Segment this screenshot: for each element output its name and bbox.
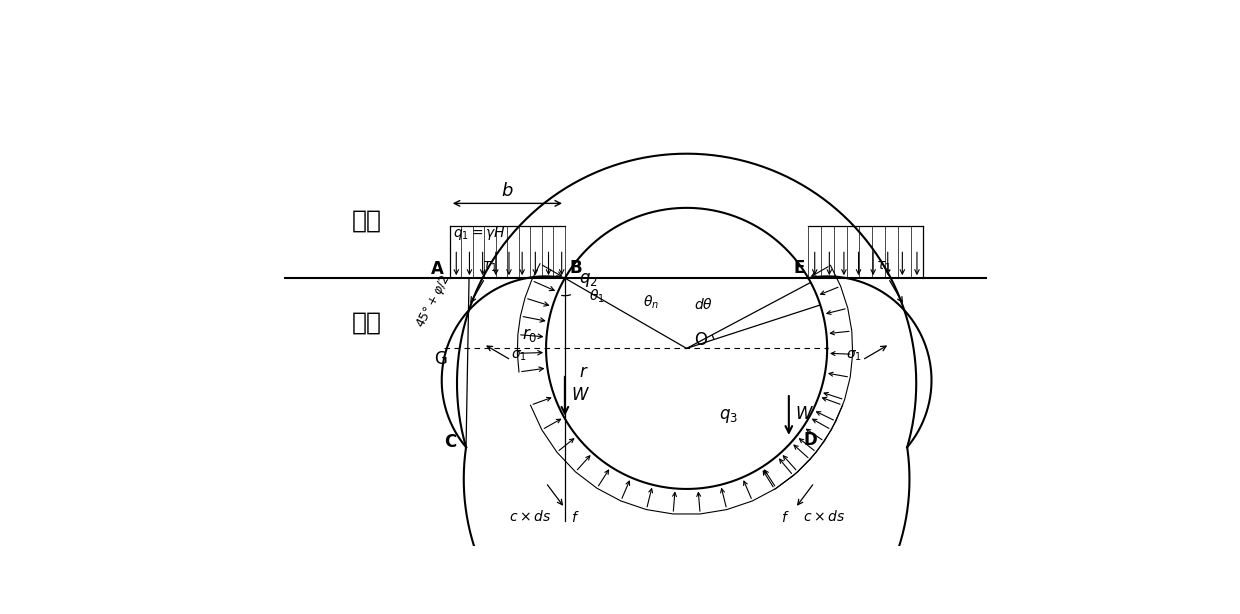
Text: $\theta_1$: $\theta_1$ — [589, 287, 605, 305]
Text: $q_1=\gamma H$: $q_1=\gamma H$ — [453, 225, 506, 243]
Text: $d\theta$: $d\theta$ — [694, 297, 713, 312]
Text: C: C — [444, 433, 456, 451]
Text: $c\times ds$: $c\times ds$ — [802, 509, 846, 524]
Text: O: O — [694, 331, 707, 349]
Text: $W$: $W$ — [795, 405, 815, 422]
Text: $r$: $r$ — [579, 363, 589, 381]
Text: $\theta_n$: $\theta_n$ — [644, 294, 660, 311]
Text: $\sigma_1$: $\sigma_1$ — [511, 349, 527, 363]
Text: $c\times ds$: $c\times ds$ — [508, 509, 551, 524]
Text: f: f — [781, 511, 786, 525]
Text: 软土: 软土 — [352, 209, 382, 233]
Text: $45°+\varphi/2$: $45°+\varphi/2$ — [413, 272, 455, 331]
Text: E: E — [794, 259, 805, 277]
Text: 硬土: 硬土 — [352, 311, 382, 335]
Text: $\sigma_1$: $\sigma_1$ — [846, 349, 862, 363]
Text: G: G — [434, 351, 448, 368]
Text: $\tau_1$: $\tau_1$ — [875, 260, 892, 274]
Text: $r_0$: $r_0$ — [522, 326, 537, 344]
Text: $b$: $b$ — [501, 182, 513, 200]
Text: B: B — [570, 259, 583, 277]
Text: f: f — [572, 511, 577, 525]
Text: $\tau_1$: $\tau_1$ — [482, 260, 497, 274]
Text: $W$: $W$ — [572, 386, 590, 403]
Text: D: D — [804, 431, 817, 449]
Text: $q_2$: $q_2$ — [579, 271, 598, 289]
Text: A: A — [430, 260, 444, 278]
Text: $q_3$: $q_3$ — [718, 406, 738, 425]
